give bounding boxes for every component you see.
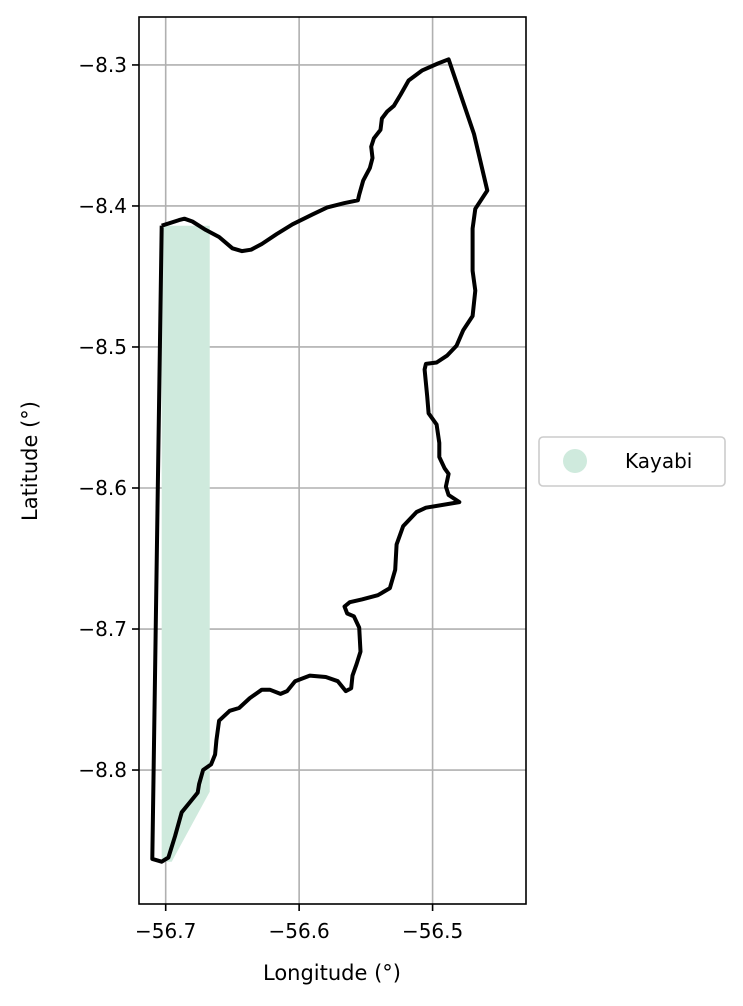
y-tick-label: −8.3 xyxy=(78,53,127,77)
territory-boundary xyxy=(150,57,490,864)
y-tick-label: −8.6 xyxy=(78,476,127,500)
legend-marker-kayabi xyxy=(563,449,587,473)
y-tick-label: −8.7 xyxy=(78,617,127,641)
legend-frame xyxy=(538,436,726,487)
y-axis-ticks: −8.3 −8.4 −8.5 −8.6 −8.7 −8.8 xyxy=(78,53,139,782)
legend-label-kayabi: Kayabi xyxy=(625,449,692,473)
x-axis-label: Longitude (°) xyxy=(263,961,401,985)
y-tick-label: −8.8 xyxy=(78,758,127,782)
x-tick-label: −56.7 xyxy=(135,919,196,943)
x-axis-ticks: −56.7 −56.6 −56.5 xyxy=(135,904,463,943)
kayabi-region-fill xyxy=(161,225,210,862)
axes-frame xyxy=(138,16,527,905)
y-tick-label: −8.5 xyxy=(78,335,127,359)
legend: Kayabi xyxy=(538,436,726,487)
y-axis-label: Latitude (°) xyxy=(18,401,42,521)
y-tick-label: −8.4 xyxy=(78,194,127,218)
x-tick-label: −56.5 xyxy=(402,919,463,943)
x-tick-label: −56.6 xyxy=(268,919,329,943)
